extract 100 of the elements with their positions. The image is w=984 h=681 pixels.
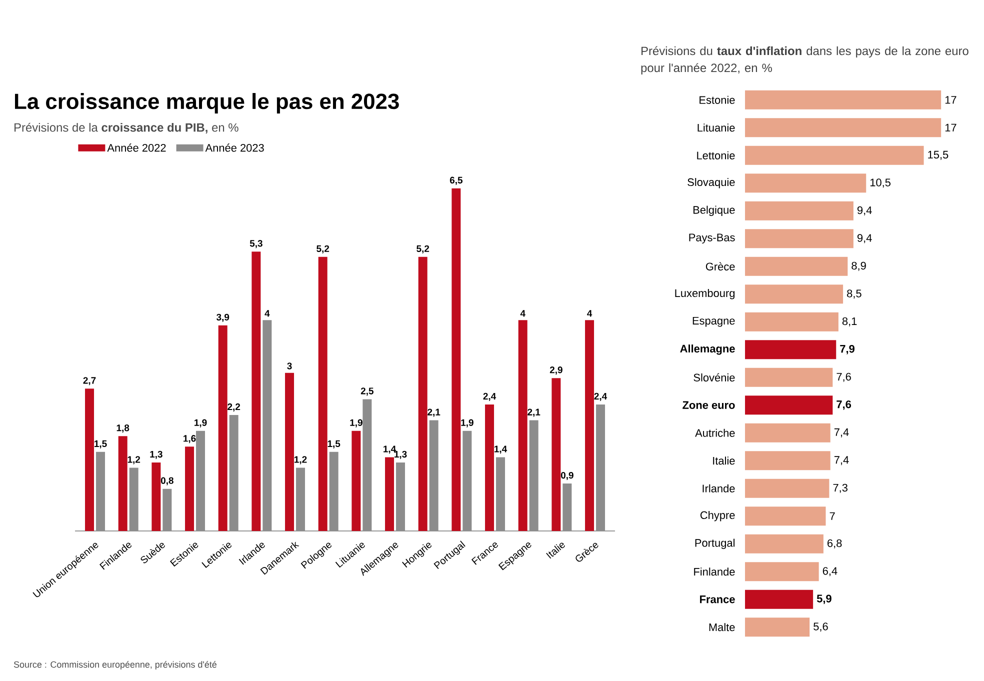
- y-tick-label: Slovaquie: [688, 178, 735, 188]
- y-tick-label: Slovénie: [694, 373, 735, 382]
- data-label: 2,9: [550, 366, 562, 375]
- y-tick-label: Irlande: [702, 484, 735, 492]
- bar: [745, 451, 830, 470]
- data-label: 7,4: [834, 428, 849, 438]
- bar: [496, 457, 506, 531]
- data-label: 9,4: [857, 206, 872, 216]
- data-label: 5,9: [816, 594, 832, 604]
- bar: [262, 320, 272, 531]
- bar: [745, 312, 838, 332]
- bar: [745, 146, 924, 165]
- bar: [745, 90, 942, 110]
- y-tick-label: Espagne: [692, 316, 735, 327]
- data-label: 2,7: [83, 377, 96, 386]
- data-label: 6,4: [822, 567, 838, 576]
- y-tick-label: Zone euro: [682, 401, 735, 409]
- bar: [562, 484, 572, 531]
- data-label: 5,3: [250, 240, 262, 248]
- bar: [745, 562, 819, 582]
- data-label: 1,4: [494, 446, 508, 454]
- bar: [396, 462, 406, 531]
- data-label: 4: [264, 310, 270, 317]
- data-label: 0,8: [160, 477, 174, 486]
- bar: [585, 320, 594, 531]
- data-label: 5,2: [416, 245, 430, 254]
- data-label: 4: [587, 310, 592, 317]
- bar: [85, 388, 94, 531]
- y-tick-label: Pays-Bas: [689, 234, 735, 244]
- bar: [118, 436, 128, 531]
- y-tick-label: Chypre: [700, 511, 735, 522]
- bar: [362, 399, 372, 531]
- data-label: 1,6: [184, 435, 196, 444]
- y-tick-label: Malte: [709, 623, 735, 632]
- y-tick-label: Italie: [713, 456, 735, 465]
- data-label: 2,2: [228, 403, 240, 412]
- y-tick-label: Grèce: [706, 262, 735, 270]
- bar: [229, 415, 238, 531]
- y-tick-label: Allemagne: [680, 344, 735, 355]
- data-label: 0,9: [560, 472, 574, 480]
- data-label: 1,4: [384, 446, 396, 454]
- data-label: 17: [945, 96, 956, 104]
- bar: [318, 256, 328, 531]
- y-tick-label: Luxembourg: [675, 289, 735, 300]
- bar: [96, 452, 106, 531]
- data-label: 5,6: [814, 622, 828, 632]
- bar: [529, 420, 538, 531]
- bar: [745, 396, 833, 415]
- y-tick-label: Estonie: [700, 96, 735, 104]
- bar: [518, 320, 528, 531]
- chart-title: Prévisions du taux d'inflation dans les pays de la zone euro pour l'année 2022, en %: [641, 46, 968, 74]
- data-label: 1,5: [328, 440, 340, 448]
- data-label: 8,9: [852, 262, 866, 271]
- data-label: 1,8: [116, 424, 130, 433]
- bar: [745, 340, 836, 360]
- bar: [745, 534, 824, 554]
- legend-label: Année 2023: [205, 144, 264, 152]
- chart-title: La croissance marque le pas en 2023: [15, 93, 399, 114]
- source-note: Source : Commission européenne, prévisions d'été: [14, 660, 216, 670]
- bar: [296, 468, 306, 531]
- bar: [129, 468, 138, 531]
- bar: [745, 618, 810, 637]
- data-label: 17: [945, 124, 956, 132]
- data-label: 7,6: [836, 372, 851, 382]
- bar: [745, 423, 830, 442]
- data-label: 1,2: [294, 456, 307, 464]
- y-tick-label: Autriche: [695, 428, 735, 437]
- data-label: 2,1: [528, 408, 540, 417]
- data-label: 1,3: [150, 450, 162, 459]
- bar: [285, 372, 294, 531]
- bar: [218, 325, 228, 531]
- bar: [745, 118, 942, 138]
- data-label: 3: [287, 362, 292, 370]
- data-label: 7,9: [840, 344, 854, 354]
- data-label: 1,2: [128, 456, 140, 464]
- data-label: 3,9: [216, 314, 230, 322]
- data-label: 2,1: [428, 408, 440, 417]
- bar: [745, 478, 830, 498]
- bar: [162, 488, 172, 531]
- bar: [745, 256, 848, 276]
- bar: [252, 252, 261, 531]
- x-tick-label: Italie: [546, 542, 565, 559]
- data-label: 5,2: [316, 245, 330, 254]
- y-tick-label: Lituanie: [698, 124, 735, 132]
- data-label: 1,9: [350, 419, 362, 428]
- legend-label: Année 2022: [107, 144, 166, 152]
- bar: [196, 430, 206, 531]
- data-label: 1,9: [461, 419, 474, 428]
- data-label: 7,3: [833, 484, 848, 493]
- data-label: 1,3: [394, 450, 407, 459]
- bar: [485, 404, 494, 531]
- bar: [329, 452, 338, 531]
- bar: [745, 201, 854, 220]
- bar: [429, 420, 438, 531]
- data-label: 15,5: [928, 150, 948, 160]
- bar: [462, 430, 472, 531]
- data-label: 2,4: [594, 392, 608, 401]
- data-label: 7,6: [836, 400, 852, 410]
- data-label: 2,5: [360, 388, 374, 396]
- y-tick-label: Lettonie: [697, 151, 735, 160]
